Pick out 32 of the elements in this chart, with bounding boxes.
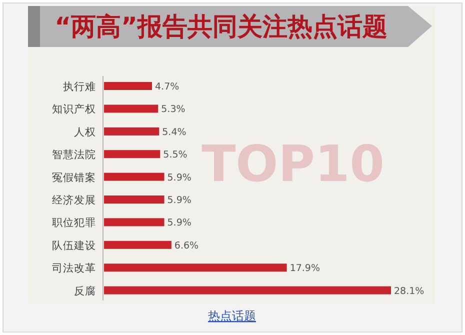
bar <box>104 218 164 226</box>
y-tick-label: 反腐 <box>74 284 96 298</box>
data-label: 17.9% <box>290 263 320 274</box>
data-label: 6.6% <box>174 240 199 252</box>
data-label: 5.9% <box>167 172 192 184</box>
bar <box>104 104 158 113</box>
data-label: 5.3% <box>161 104 186 116</box>
bar <box>104 240 172 249</box>
y-tick-label: 执行难 <box>63 80 96 93</box>
bar <box>104 264 287 272</box>
bar <box>104 82 152 90</box>
data-label: 4.7% <box>155 82 180 92</box>
bar <box>104 127 160 136</box>
y-tick-label: 司法改革 <box>52 262 96 275</box>
chart-title: “两高”报告共同关注热点话题 <box>54 12 388 41</box>
bar <box>104 172 164 181</box>
y-tick-label: 队伍建设 <box>52 238 96 252</box>
bar <box>104 196 164 204</box>
data-label: 5.9% <box>167 195 192 206</box>
y-tick-label: 智慧法院 <box>52 148 96 162</box>
data-label: 5.5% <box>163 150 188 161</box>
bar <box>104 286 391 294</box>
y-tick-label: 经济发展 <box>52 194 96 206</box>
y-tick-label: 人权 <box>74 126 96 138</box>
data-label: 5.4% <box>162 126 186 138</box>
y-tick-label: 冤假错案 <box>52 170 96 184</box>
data-label: 28.1% <box>394 286 424 297</box>
bar <box>104 150 160 158</box>
y-tick-label: 职位犯罪 <box>52 217 96 230</box>
text: 热点话题 <box>208 309 256 323</box>
y-tick-label: 知识产权 <box>52 102 96 116</box>
data-label: 5.9% <box>167 218 192 229</box>
